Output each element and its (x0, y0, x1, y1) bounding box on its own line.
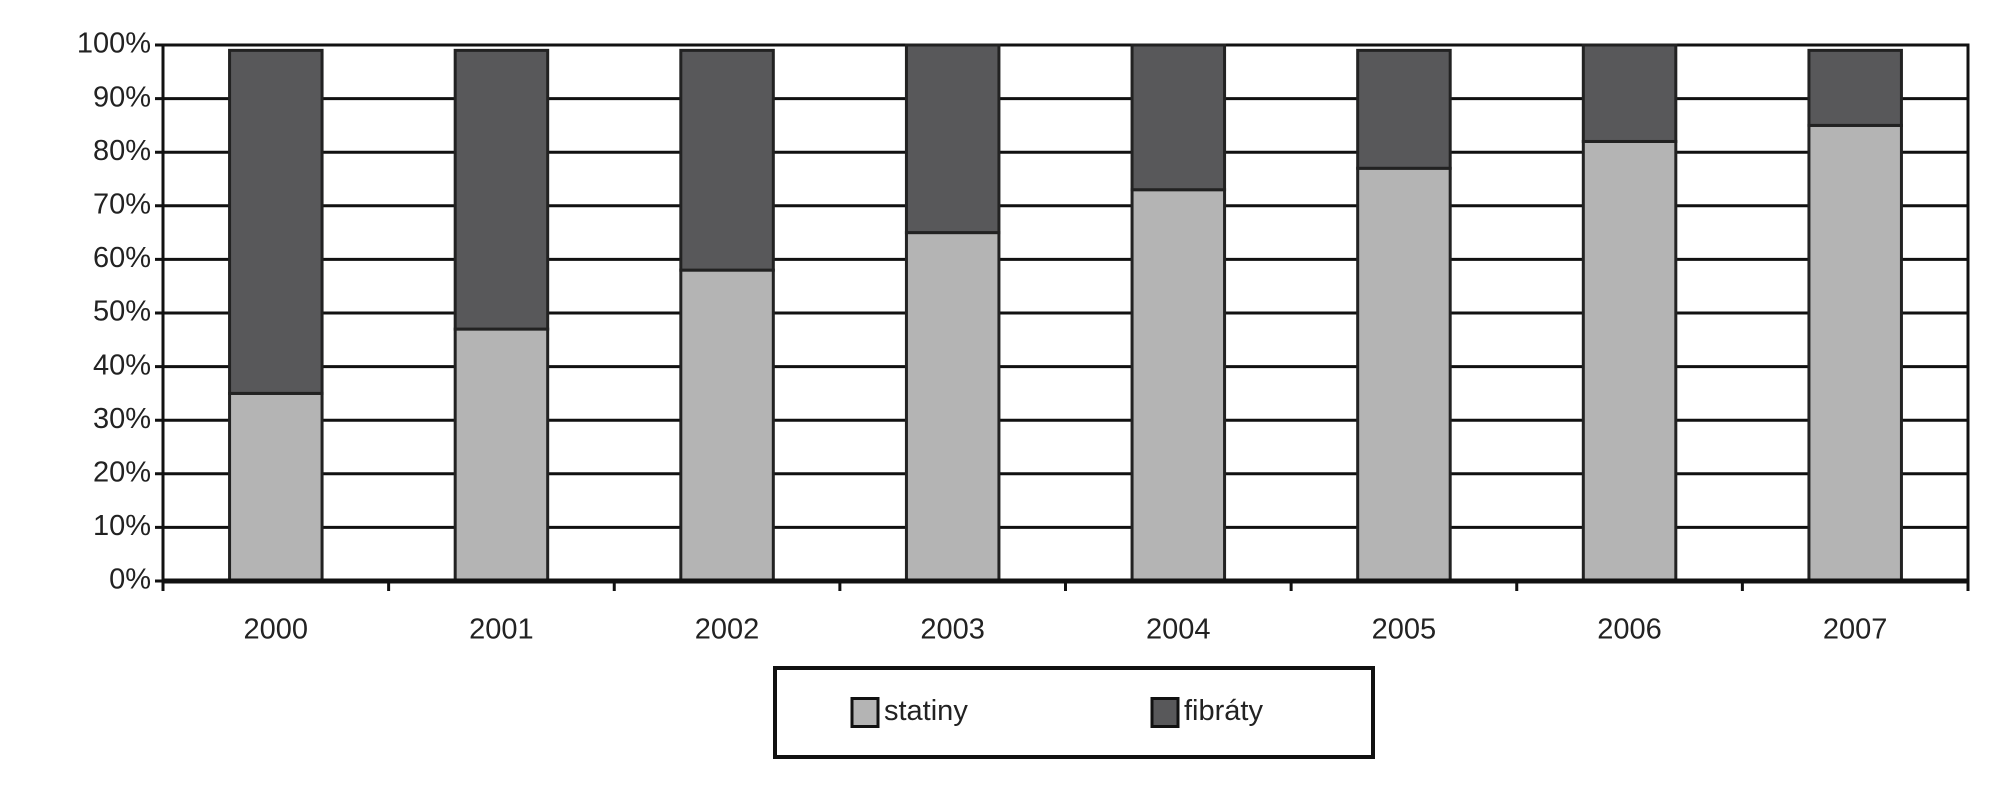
y-tick-label: 100% (77, 28, 151, 60)
y-tick-label: 80% (93, 135, 151, 167)
bar-segment (679, 48, 775, 272)
bar-segment (1807, 123, 1903, 583)
x-tick-label: 2005 (1372, 614, 1437, 646)
x-tick-label: 2002 (695, 614, 760, 646)
bar-segment (1130, 43, 1227, 192)
y-tick-label: 30% (93, 403, 151, 435)
bar-segment (1581, 139, 1678, 583)
x-tick-label: 2001 (469, 614, 534, 646)
y-tick-label: 10% (93, 510, 151, 542)
y-tick-label: 70% (93, 188, 151, 220)
legend-label: statiny (884, 695, 968, 727)
y-tick-label: 20% (93, 456, 151, 488)
bar-segment (1356, 48, 1452, 170)
x-tick-label: 2007 (1823, 614, 1888, 646)
legend-swatch (1150, 697, 1180, 728)
y-tick-label: 0% (109, 564, 151, 596)
bar-segment (453, 327, 550, 583)
bar-segment (1130, 188, 1227, 583)
y-tick-label: 50% (93, 296, 151, 328)
y-tick-label: 60% (93, 242, 151, 274)
bar-segment (1356, 166, 1452, 583)
bar-segment (679, 268, 775, 583)
bar-segment (228, 391, 324, 583)
legend-swatch (850, 697, 880, 728)
x-tick-label: 2000 (244, 614, 309, 646)
legend-label: fibráty (1184, 695, 1263, 727)
bar-segment (904, 43, 1001, 235)
x-tick-label: 2006 (1597, 614, 1662, 646)
bar-segment (453, 48, 550, 331)
x-tick-label: 2003 (920, 614, 985, 646)
y-tick-label: 90% (93, 81, 151, 113)
x-tick-label: 2004 (1146, 614, 1211, 646)
y-tick-label: 40% (93, 349, 151, 381)
bar-segment (1807, 48, 1903, 127)
bar-segment (228, 48, 324, 395)
bar-segment (904, 231, 1001, 583)
bar-segment (1581, 43, 1678, 143)
